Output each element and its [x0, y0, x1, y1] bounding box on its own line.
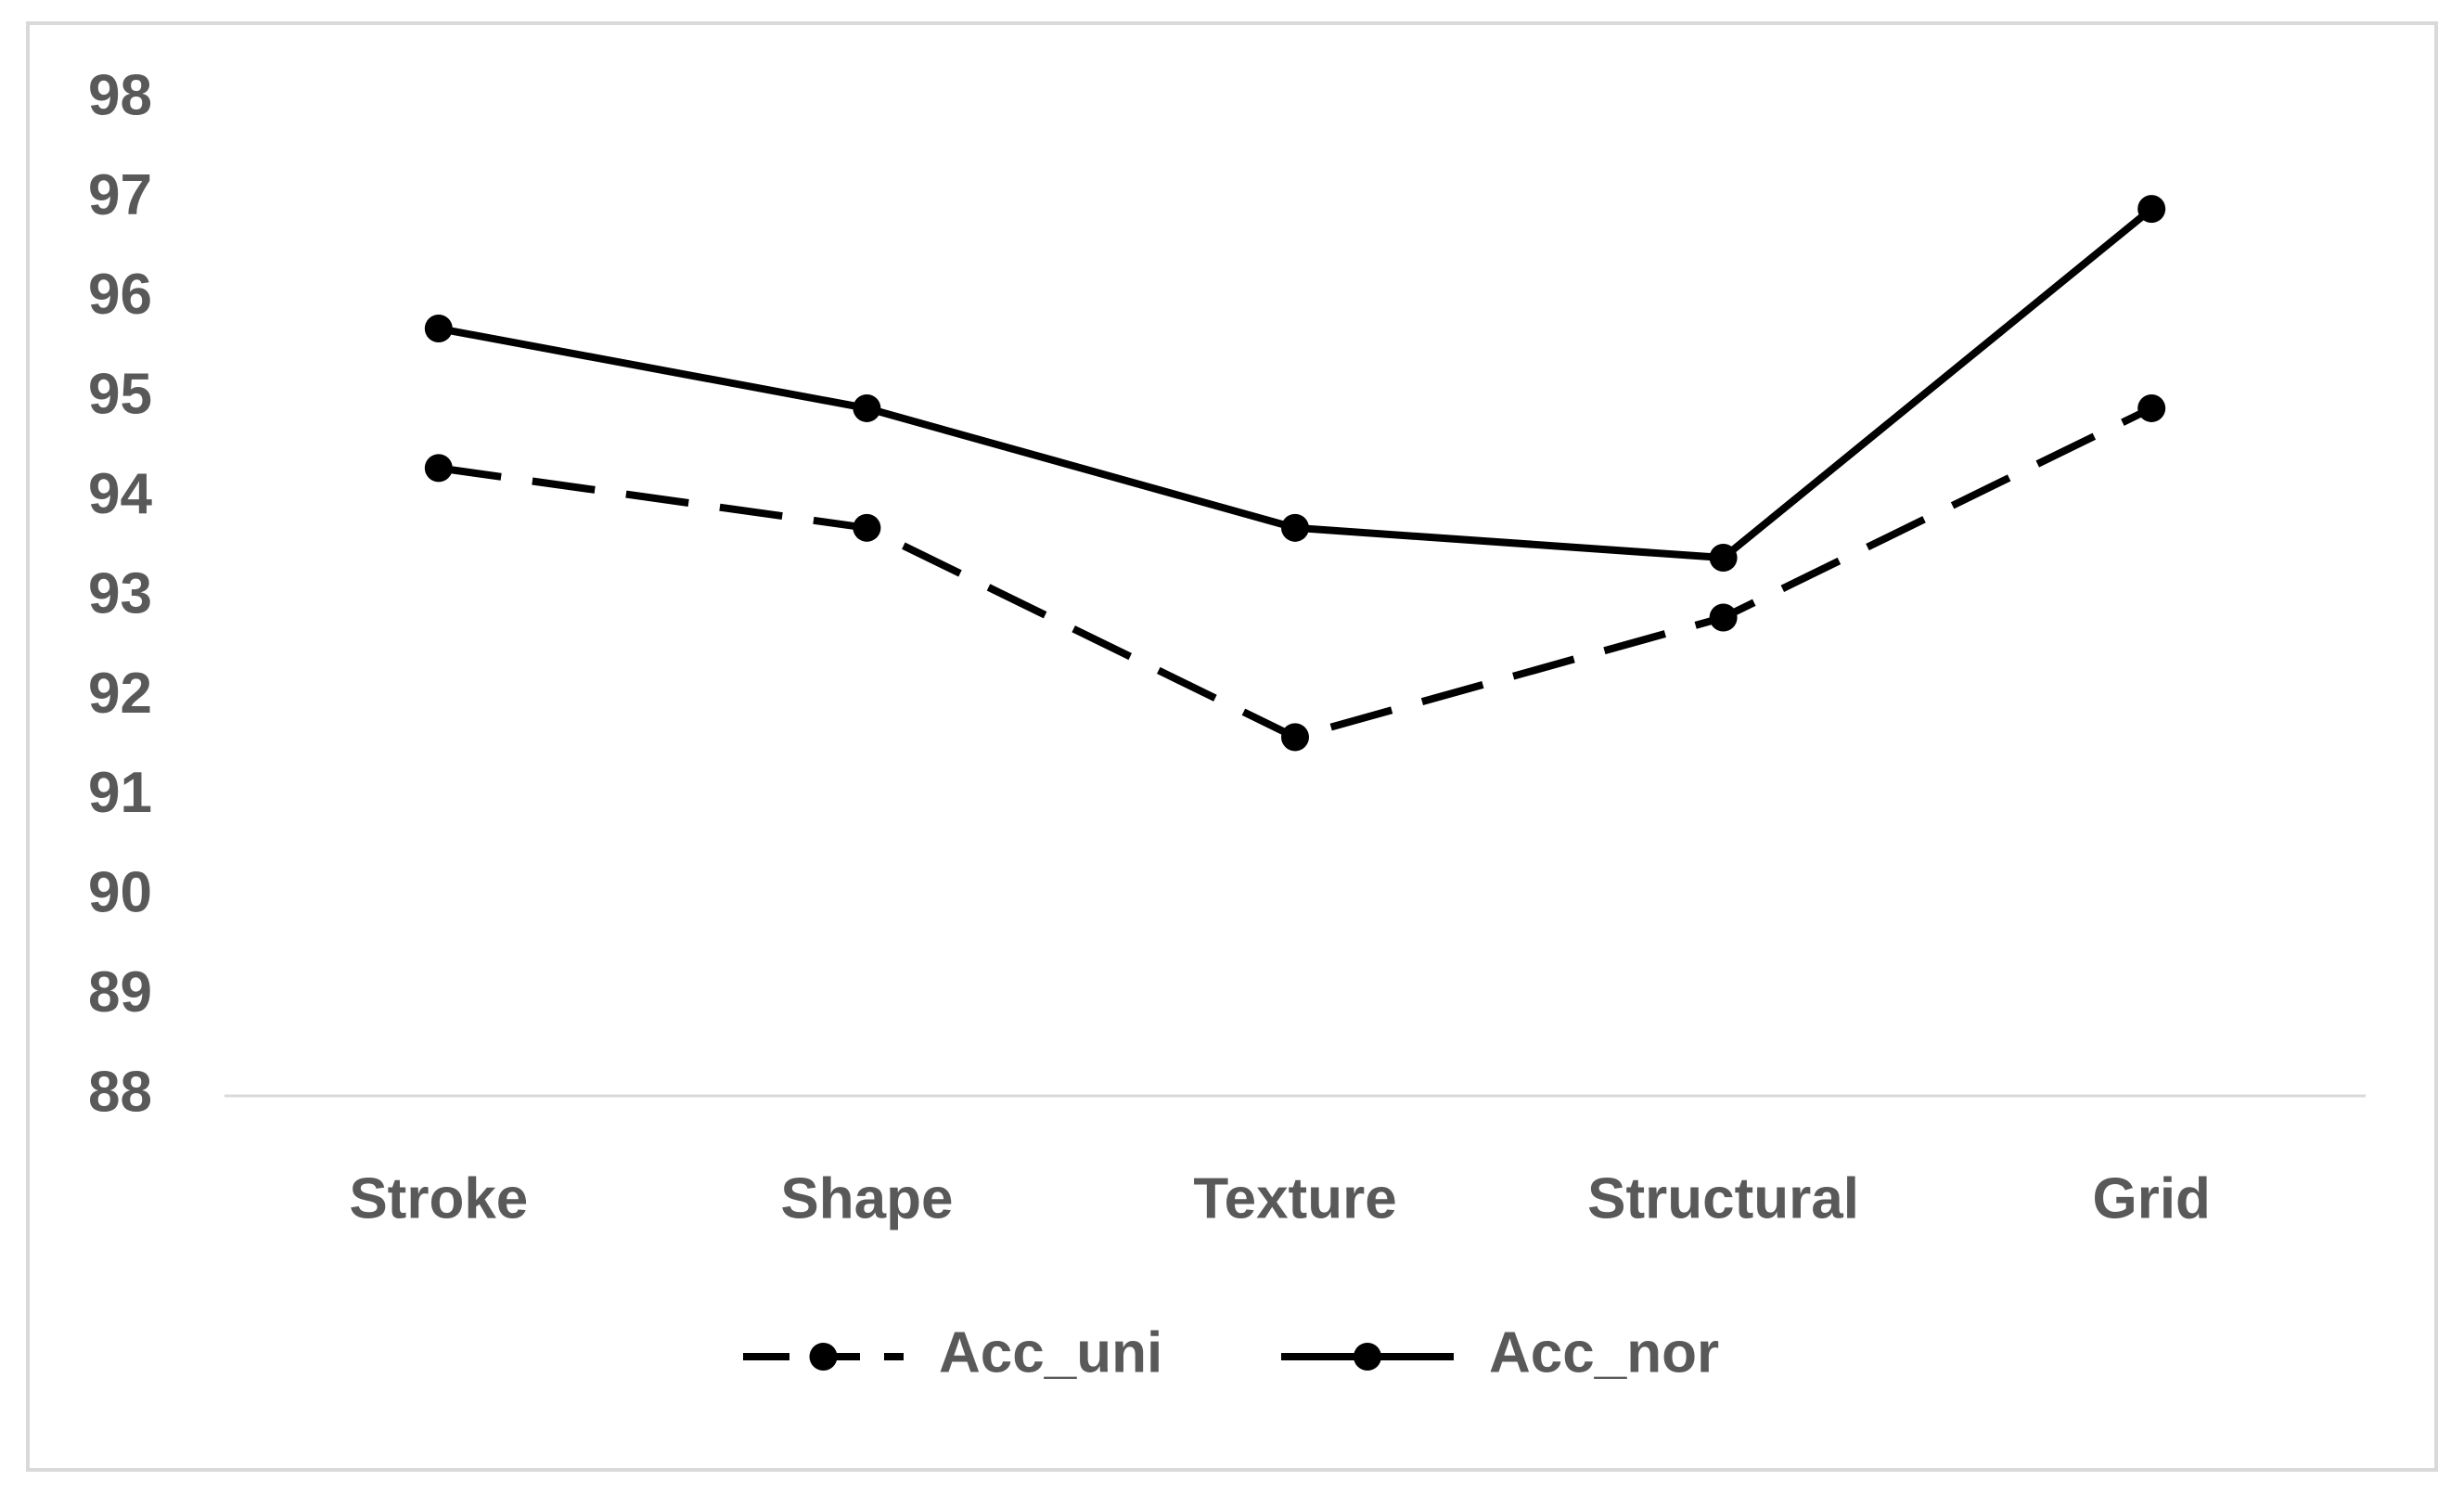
- data-point: [2137, 195, 2166, 224]
- y-tick-label: 88: [88, 1060, 152, 1124]
- legend-marker: [1354, 1343, 1381, 1371]
- x-tick-label: Grid: [2092, 1166, 2210, 1230]
- legend-label: Acc_uni: [939, 1320, 1162, 1385]
- chart-border: [26, 21, 2438, 1472]
- data-point: [424, 454, 453, 483]
- data-point: [853, 393, 881, 422]
- data-point: [1709, 603, 1738, 632]
- y-tick-label: 93: [88, 561, 152, 625]
- x-tick-label: Shape: [780, 1166, 953, 1230]
- legend-marker: [809, 1343, 838, 1371]
- y-tick-label: 92: [88, 662, 152, 726]
- data-point: [853, 513, 881, 542]
- x-tick-label: Texture: [1193, 1166, 1396, 1230]
- y-tick-label: 95: [88, 363, 152, 427]
- y-tick-label: 91: [88, 761, 152, 825]
- legend-label: Acc_nor: [1489, 1320, 1719, 1385]
- y-tick-label: 94: [88, 462, 152, 526]
- y-tick-label: 96: [88, 263, 152, 327]
- data-point: [1281, 513, 1309, 542]
- data-point: [1709, 544, 1738, 573]
- x-tick-label: Stroke: [349, 1166, 528, 1230]
- y-tick-label: 90: [88, 861, 152, 925]
- y-tick-label: 89: [88, 960, 152, 1024]
- y-tick-label: 98: [88, 63, 152, 127]
- x-tick-label: Structural: [1587, 1166, 1859, 1230]
- data-point: [1281, 723, 1309, 752]
- data-point: [424, 315, 453, 343]
- data-point: [2137, 393, 2166, 422]
- y-tick-label: 97: [88, 163, 152, 227]
